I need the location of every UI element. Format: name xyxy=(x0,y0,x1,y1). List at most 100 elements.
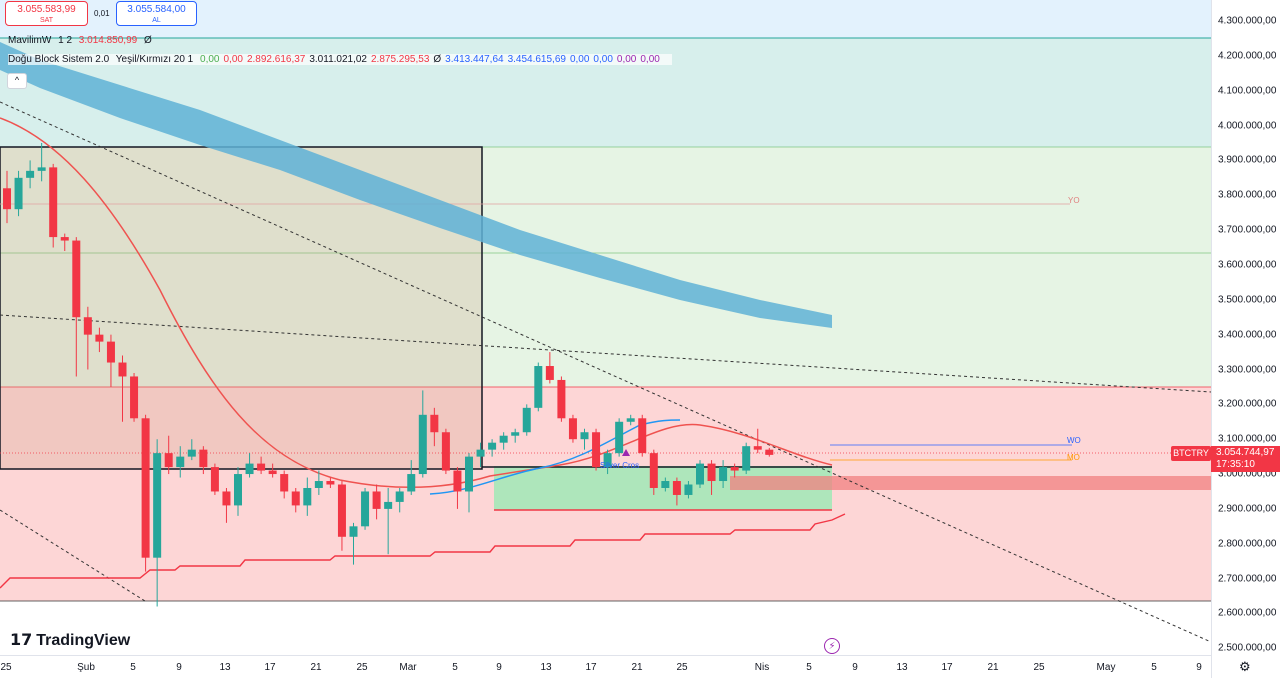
settings-gear-icon[interactable]: ⚙ xyxy=(1239,659,1251,674)
candle-body xyxy=(14,177,23,210)
candle-body xyxy=(672,481,681,495)
time-tick-label: Şub xyxy=(77,662,95,673)
candle xyxy=(765,447,774,457)
candle-body xyxy=(719,467,728,482)
candle xyxy=(441,428,450,475)
time-tick-label: 9 xyxy=(176,662,182,673)
mo-label: MO xyxy=(1067,453,1080,462)
time-tick-label: 9 xyxy=(496,662,502,673)
moving-average-blue xyxy=(429,419,681,495)
supply-band xyxy=(730,476,1211,490)
price-axis[interactable]: 4.300.000,00 4.200.000,00 4.100.000,00 4.00… xyxy=(1211,0,1280,678)
candle-body xyxy=(268,470,277,475)
time-tick-label: 5 xyxy=(452,662,458,673)
indicator-legend-mavilim[interactable]: MavilimW 1 2 3.014.850,99 Ø xyxy=(8,35,156,46)
last-price-tag: 3.054.744,97 17:35:10 xyxy=(1211,446,1280,472)
symbol-badge: BTCTRY xyxy=(1171,446,1211,461)
hide-icon[interactable]: Ø xyxy=(143,35,152,46)
candle-body xyxy=(534,366,543,408)
candle xyxy=(130,372,139,422)
indicator-value: 0,00 xyxy=(200,54,220,65)
candle-body xyxy=(314,481,323,488)
trendline-lower xyxy=(0,509,146,602)
moving-average-red xyxy=(0,117,833,488)
tradingview-logo[interactable]: 17 TradingView xyxy=(10,630,130,650)
candle xyxy=(638,414,647,457)
candle-body xyxy=(118,362,127,377)
time-tick-label: 25 xyxy=(356,662,368,673)
candle xyxy=(361,487,370,530)
wo-label: WO xyxy=(1067,436,1081,445)
candle-body xyxy=(615,421,624,454)
candle xyxy=(303,477,312,516)
collapse-legend-icon[interactable]: ^ xyxy=(7,73,27,89)
lightning-icon[interactable]: ⚡ xyxy=(824,638,840,654)
last-price-value: 3.054.744,97 xyxy=(1216,447,1275,458)
candle xyxy=(234,467,242,516)
candle-body xyxy=(476,449,485,457)
indicator-value: 0,00 xyxy=(640,54,660,65)
candle xyxy=(707,460,716,495)
candle xyxy=(187,439,196,461)
candle-body xyxy=(730,467,739,471)
time-axis[interactable]: 25 Şub 5 9 13 17 21 25 Mar 5 9 13 17 21 25 Nis 5 9 13 17 21 2… xyxy=(0,655,1211,679)
candle-body xyxy=(176,456,185,468)
candle xyxy=(488,439,497,457)
bar-countdown: 17:35:10 xyxy=(1216,459,1255,470)
time-tick-label: 13 xyxy=(219,662,231,673)
indicator-values: 0,00 0,00 2.892.616,37 3.011.021,02 2.875.29… xyxy=(200,54,664,65)
candle-body xyxy=(465,456,473,492)
price-tick-label: 3.800.000,00 xyxy=(1218,189,1277,201)
candle xyxy=(291,487,300,513)
candle-body xyxy=(372,491,381,509)
candle xyxy=(418,390,427,478)
candles xyxy=(3,142,774,607)
indicator-value: 0,00 xyxy=(616,54,637,65)
candle-body xyxy=(245,463,254,475)
sell-label: SAT xyxy=(39,17,54,24)
price-tick-label: 4.200.000,00 xyxy=(1218,50,1277,62)
indicator-params: Yeşil/Kırmızı 20 1 xyxy=(115,54,194,65)
candle-body xyxy=(742,446,751,471)
candle xyxy=(753,428,762,454)
candle xyxy=(210,463,219,495)
candle xyxy=(511,428,520,443)
candle xyxy=(245,453,254,478)
candle xyxy=(72,237,81,377)
candle-body xyxy=(199,449,208,468)
time-tick-label: 21 xyxy=(631,662,643,673)
time-tick-label: 13 xyxy=(896,662,908,673)
candle xyxy=(14,170,23,217)
indicator-value: 3.413.447,64 xyxy=(445,54,504,65)
candle-body xyxy=(303,487,312,506)
time-tick-label: Nis xyxy=(754,662,770,673)
time-tick-label: 21 xyxy=(310,662,322,673)
candle-body xyxy=(684,484,693,495)
candle xyxy=(661,477,670,492)
candle-body xyxy=(649,453,658,488)
time-tick-label: 13 xyxy=(540,662,552,673)
indicator-legend-dogu[interactable]: Doğu Block Sistem 2.0 Yeşil/Kırmızı 20 1… xyxy=(8,54,672,65)
time-tick-label: 25 xyxy=(0,662,12,673)
indicator-name: MavilimW xyxy=(8,35,52,46)
candle xyxy=(696,460,704,488)
candle xyxy=(649,449,658,495)
candle xyxy=(672,477,681,506)
sell-button[interactable]: 3.055.583,99 SAT xyxy=(5,1,88,26)
candle xyxy=(314,470,323,495)
price-tick-label: 2.500.000,00 xyxy=(1218,642,1277,654)
price-tick-label: 3.200.000,00 xyxy=(1218,398,1277,410)
chart-pane[interactable]: Silver Cros WO YO MO 3.055.583,99 SAT 0,… xyxy=(0,0,1211,655)
indicator-value: 0,00 xyxy=(569,54,590,65)
candle-body xyxy=(707,463,716,482)
buy-button[interactable]: 3.055.584,00 AL xyxy=(116,1,197,26)
candle xyxy=(337,481,346,551)
indicator-value: 3.011.021,02 xyxy=(309,54,367,65)
price-tick-label: 3.700.000,00 xyxy=(1218,224,1277,236)
candle xyxy=(106,334,115,387)
price-tick-label: 3.900.000,00 xyxy=(1218,154,1277,166)
candle xyxy=(222,487,231,523)
candle-body xyxy=(326,481,335,485)
price-chart[interactable] xyxy=(0,0,1211,655)
candle-body xyxy=(280,474,289,492)
